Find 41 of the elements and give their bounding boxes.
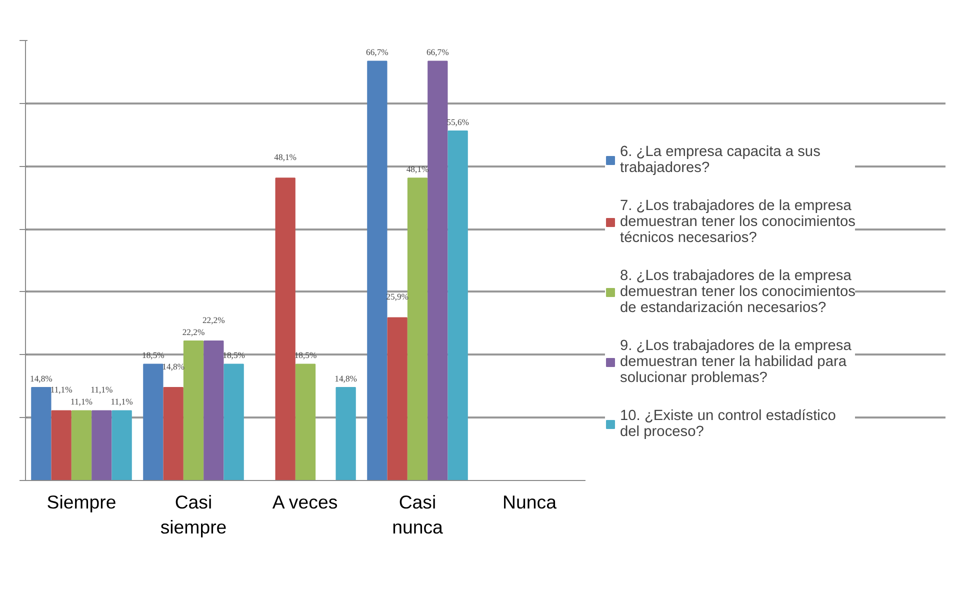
x-tick-label: Siempre — [46, 492, 116, 512]
bar — [407, 178, 428, 480]
bar — [163, 386, 184, 480]
bar — [336, 386, 356, 480]
data-label: 11,1% — [90, 384, 113, 395]
bar — [71, 410, 92, 480]
data-label: 11,1% — [110, 396, 133, 407]
data-label: 66,7% — [366, 47, 388, 58]
data-label: 11,1% — [50, 384, 72, 395]
bar — [448, 130, 468, 480]
data-label: 48,1% — [274, 152, 297, 162]
bar — [92, 410, 112, 480]
x-tick-label: A veces — [272, 492, 338, 512]
legend-label: 9. ¿Los trabajadores de la empresa demuestran tener la habilidad para solucionar problemas? — [620, 338, 852, 386]
data-label: 14,8% — [334, 373, 357, 384]
bar — [51, 410, 72, 480]
legend-label: 6. ¿La empresa capacita a sus trabajadores? — [620, 144, 820, 176]
bar — [143, 364, 164, 480]
data-label: 14,8% — [30, 373, 52, 384]
x-tick-label: Casi siempre — [160, 492, 227, 538]
x-tick-label: Nunca — [502, 492, 558, 512]
data-label: 18,5% — [222, 350, 245, 360]
data-label: 22,2% — [182, 326, 205, 337]
x-tick-label: Casi nunca — [392, 492, 444, 538]
bar — [295, 364, 316, 480]
legend-label: 10. ¿Existe un control estadístico del proceso? — [620, 408, 836, 440]
data-label: 11,1% — [70, 396, 93, 407]
bar — [387, 317, 408, 480]
legend-label: 8. ¿Los trabajadores de la empresa demuestran tener los conocimientos de estandarización necesarios? — [620, 268, 856, 316]
bar — [31, 386, 52, 480]
bar — [224, 364, 244, 480]
bar — [183, 340, 204, 480]
data-label: 66,7% — [426, 47, 449, 58]
data-label: 22,2% — [202, 314, 225, 325]
data-label: 18,5% — [142, 350, 164, 360]
bar — [204, 340, 224, 480]
legend-label: 7. ¿Los trabajadores de la empresa demuestran tener los conocimientos técnicos necesarios? — [620, 198, 856, 246]
bar — [112, 410, 132, 480]
bar — [367, 60, 388, 480]
bar — [428, 60, 448, 480]
bar — [275, 178, 296, 480]
